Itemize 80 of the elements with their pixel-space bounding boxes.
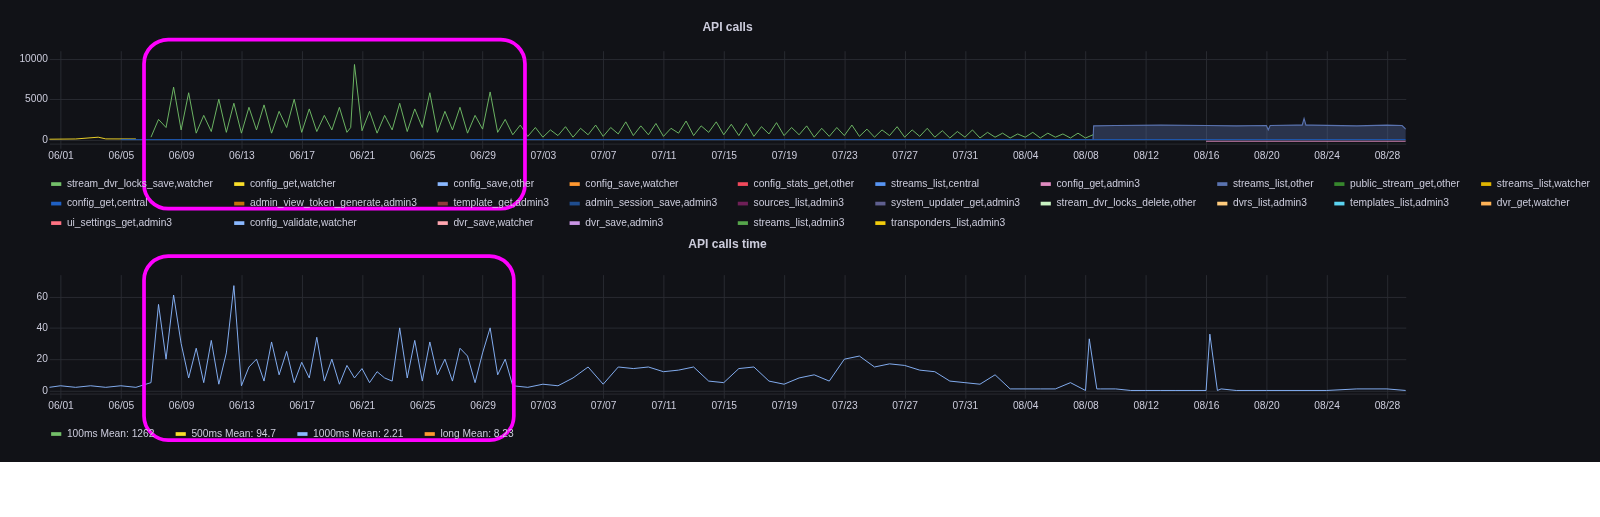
x-tick-label: 06/21 — [349, 149, 376, 161]
x-tick-label: 06/05 — [108, 149, 135, 161]
y-tick-label: 0 — [42, 384, 49, 396]
x-tick-label: 07/27 — [892, 399, 919, 411]
y-tick-label: 60 — [36, 290, 49, 302]
legend-label: config_get,admin3 — [1056, 177, 1141, 189]
x-tick-label: 06/09 — [168, 399, 195, 411]
legend-label: dvrs_list,admin3 — [1232, 197, 1308, 209]
x-tick-label: 08/12 — [1133, 399, 1160, 411]
legend-label: templates_list,admin3 — [1350, 197, 1450, 209]
x-tick-label: 07/11 — [651, 149, 677, 161]
x-tick-label: 07/27 — [892, 149, 919, 161]
x-tick-label: 07/11 — [651, 399, 677, 411]
y-tick-label: 0 — [42, 133, 49, 145]
legend-label: config_save,watcher — [585, 177, 680, 189]
x-tick-label: 08/12 — [1133, 149, 1160, 161]
legend-label: sources_list,admin3 — [753, 197, 845, 209]
x-tick-label: 06/29 — [470, 399, 497, 411]
x-tick-label: 07/07 — [590, 399, 617, 411]
x-tick-label: 06/29 — [470, 149, 497, 161]
y-tick-label: 5000 — [25, 93, 49, 105]
legend-label: config_get,watcher — [249, 177, 337, 189]
x-tick-label: 06/01 — [48, 149, 75, 161]
y-tick-label: 40 — [36, 322, 49, 334]
legend-label: system_updater_get,admin3 — [891, 197, 1021, 209]
legend-label: 1000ms Mean: 2.21 — [313, 427, 404, 439]
legend-label: 500ms Mean: 94.7 — [191, 427, 277, 439]
x-tick-label: 06/25 — [409, 149, 436, 161]
x-tick-label: 06/21 — [349, 399, 376, 411]
x-tick-label: 07/23 — [832, 149, 858, 161]
x-tick-label: 08/16 — [1193, 149, 1220, 161]
legend-label: config_validate,watcher — [249, 216, 358, 228]
legend-label: streams_list,watcher — [1496, 177, 1591, 189]
x-tick-label: 06/05 — [108, 399, 135, 411]
x-tick-label: 08/28 — [1374, 149, 1401, 161]
x-tick-label: 08/08 — [1073, 399, 1100, 411]
y-tick-label: 10000 — [19, 53, 49, 65]
x-tick-label: 07/07 — [590, 149, 617, 161]
x-tick-label: 07/15 — [711, 149, 738, 161]
legend-label: dvr_save,watcher — [453, 216, 535, 228]
legend-label: streams_list,other — [1232, 177, 1315, 189]
x-tick-label: 08/20 — [1254, 149, 1280, 161]
x-tick-label: 07/15 — [711, 399, 738, 411]
x-tick-label: 07/31 — [952, 399, 979, 411]
legend-label: transponders_list,admin3 — [891, 216, 1006, 228]
x-tick-label: 08/20 — [1254, 399, 1280, 411]
x-tick-label: 06/09 — [168, 149, 195, 161]
x-tick-label: 07/03 — [530, 149, 557, 161]
x-tick-label: 06/13 — [229, 149, 255, 161]
legend-label: admin_view_token_generate,admin3 — [249, 197, 418, 209]
x-tick-label: 07/19 — [771, 149, 798, 161]
x-tick-label: 07/31 — [952, 149, 979, 161]
y-tick-label: 20 — [36, 353, 49, 365]
x-tick-label: 06/25 — [409, 399, 436, 411]
x-tick-label: 08/04 — [1012, 149, 1039, 161]
legend-label: stream_dvr_locks_delete,other — [1056, 197, 1197, 209]
x-tick-label: 07/03 — [530, 399, 557, 411]
legend-label: dvr_get,watcher — [1496, 197, 1571, 209]
x-tick-label: 08/24 — [1314, 399, 1341, 411]
x-tick-label: 06/01 — [48, 399, 75, 411]
x-tick-label: 08/08 — [1073, 149, 1100, 161]
legend-label: streams_list,admin3 — [753, 216, 845, 228]
x-tick-label: 08/24 — [1314, 149, 1341, 161]
x-tick-label: 08/28 — [1374, 399, 1401, 411]
x-tick-label: 08/04 — [1012, 399, 1039, 411]
legend-label: ui_settings_get,admin3 — [66, 216, 173, 228]
chart-title: API calls time — [688, 236, 768, 251]
legend-label: dvr_save,admin3 — [585, 216, 664, 228]
legend-label: config_get,central — [66, 197, 148, 209]
legend-label: admin_session_save,admin3 — [585, 197, 718, 209]
x-tick-label: 07/23 — [832, 399, 858, 411]
x-tick-label: 06/17 — [289, 399, 316, 411]
x-tick-label: 07/19 — [771, 399, 798, 411]
legend-label: streams_list,central — [891, 177, 980, 189]
legend-label: public_stream_get,other — [1350, 177, 1461, 189]
legend-label: config_stats_get,other — [753, 177, 855, 189]
chart-title: API calls — [702, 20, 753, 35]
x-tick-label: 06/17 — [289, 149, 316, 161]
x-tick-label: 08/16 — [1193, 399, 1220, 411]
x-tick-label: 06/13 — [229, 399, 255, 411]
